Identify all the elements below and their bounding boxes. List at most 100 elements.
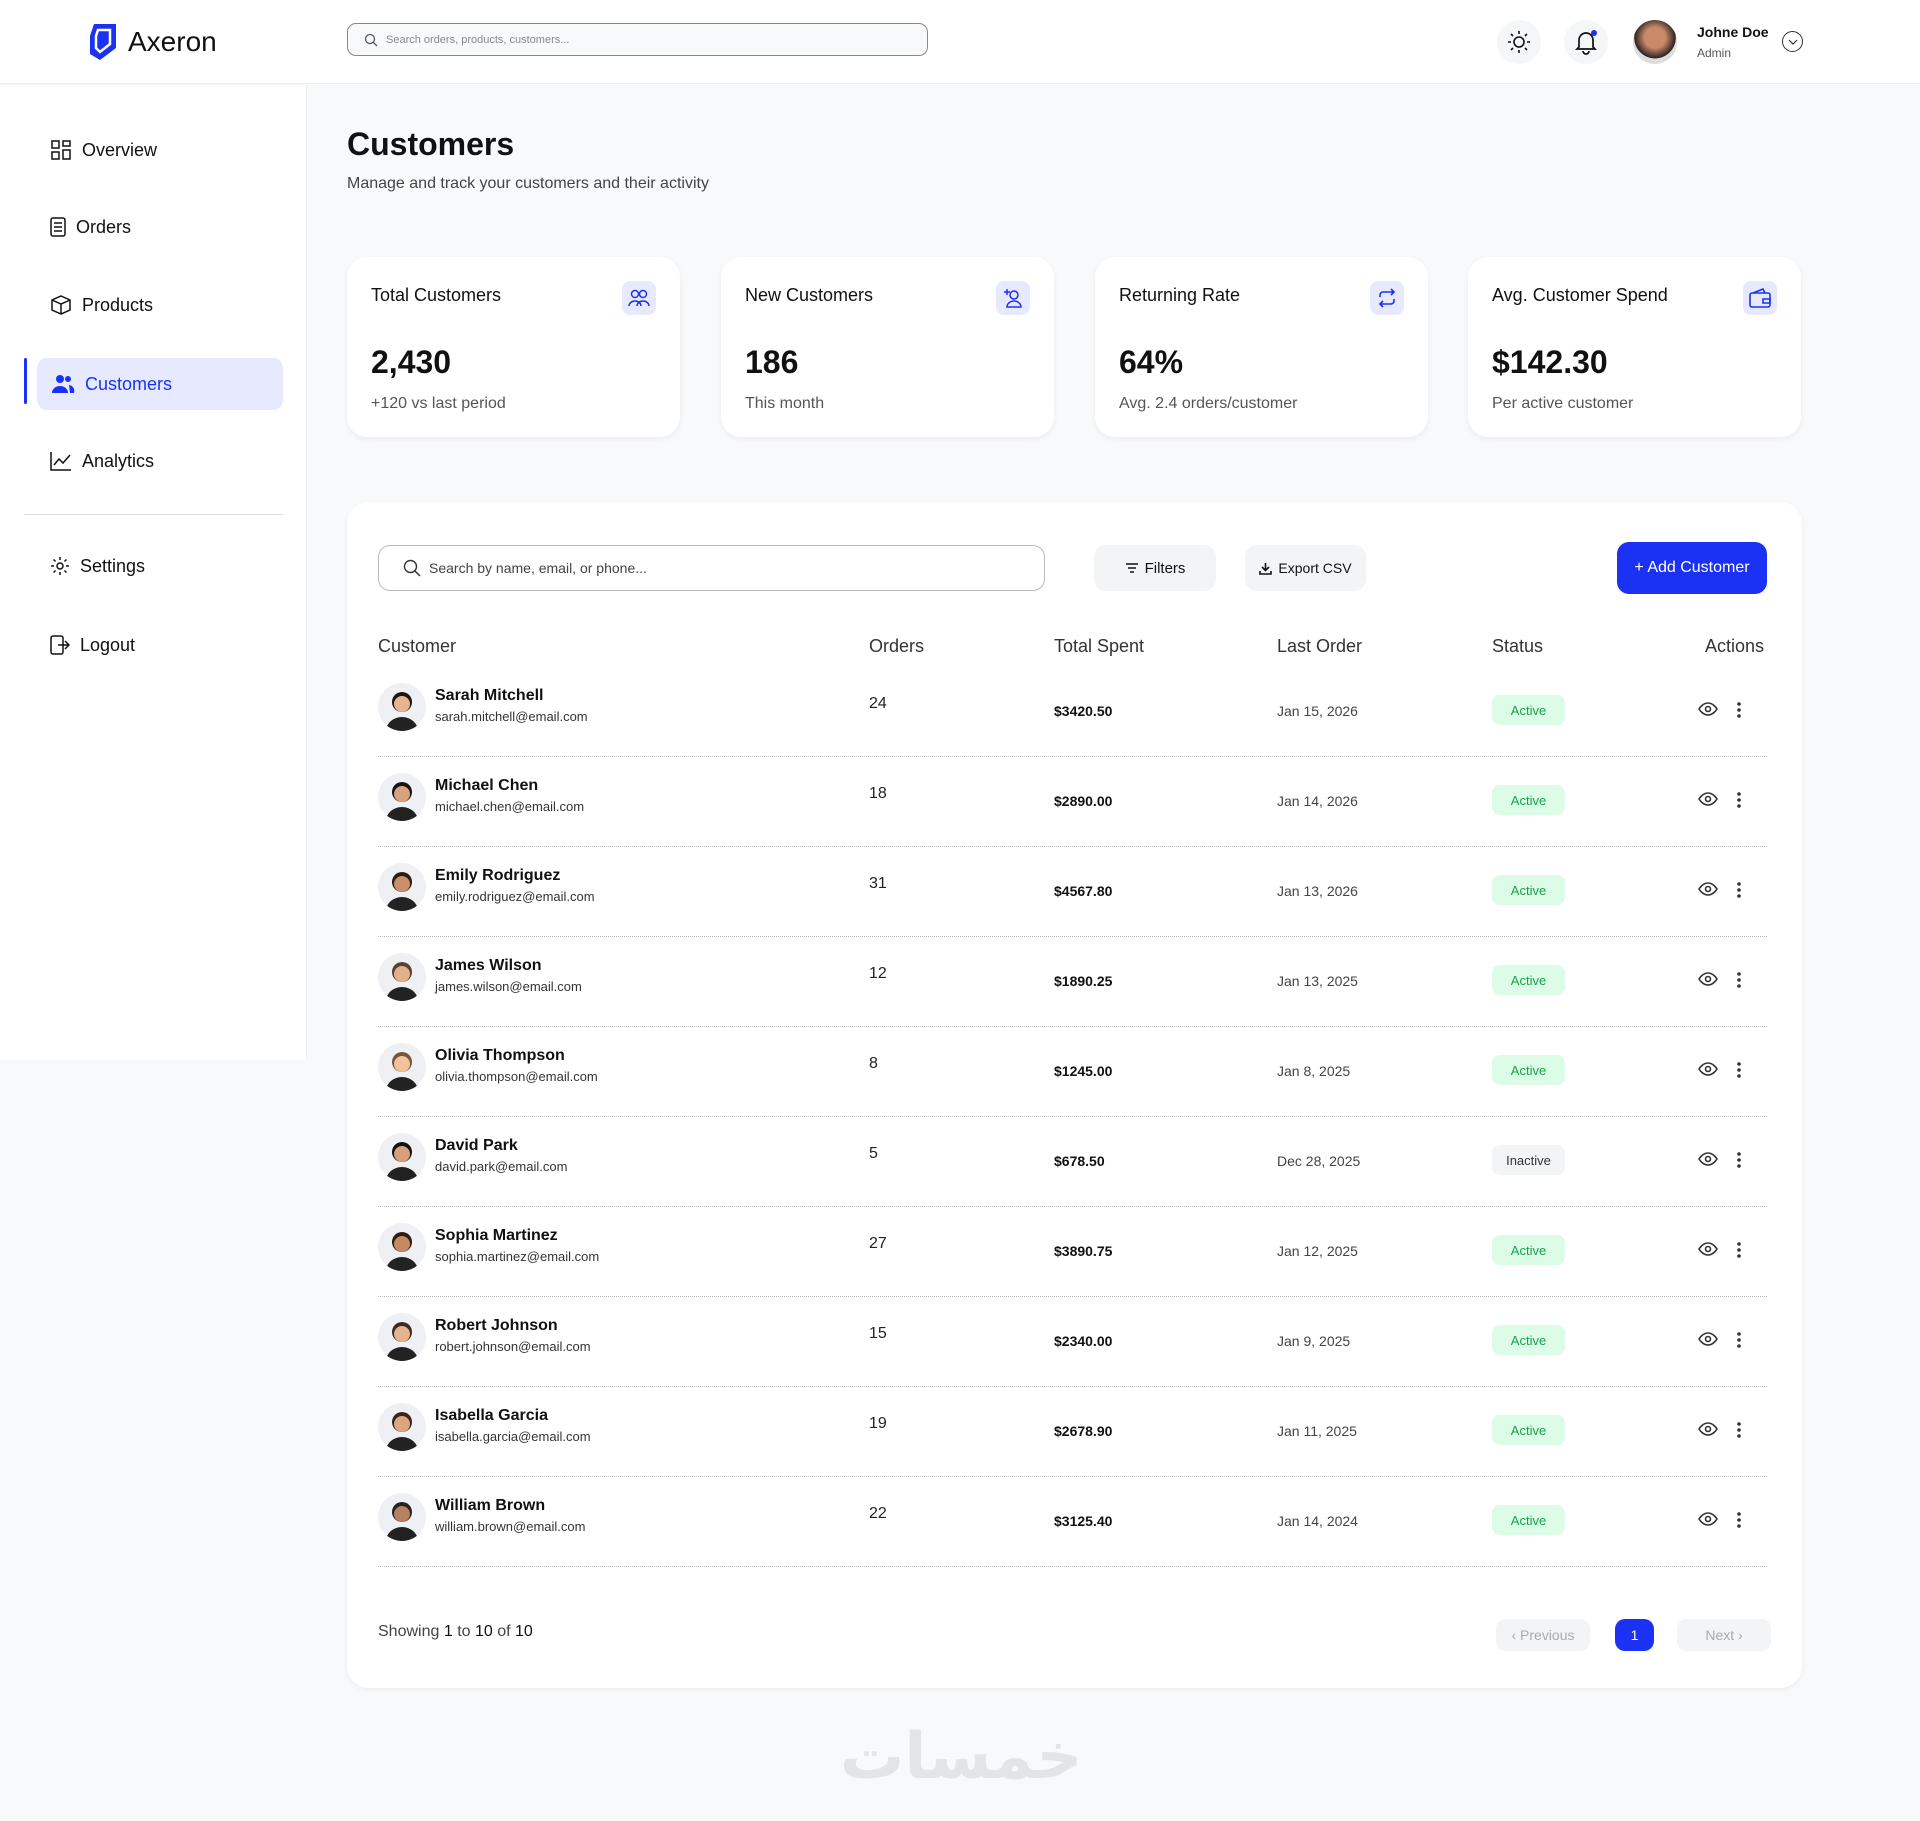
sidebar-item-settings[interactable]: Settings (50, 546, 145, 586)
customer-name[interactable]: Michael Chen (435, 777, 539, 794)
table-row[interactable]: William Brown william.brown@email.com 22… (378, 1477, 1767, 1567)
box-icon (51, 295, 71, 315)
theme-toggle-button[interactable] (1497, 20, 1541, 64)
customer-name[interactable]: Emily Rodriguez (435, 867, 561, 884)
more-options-icon[interactable] (1736, 1511, 1742, 1529)
eye-icon[interactable] (1698, 1511, 1718, 1527)
nav-label: Logout (80, 634, 136, 655)
customer-name[interactable]: William Brown (435, 1497, 546, 1514)
more-options-icon[interactable] (1736, 1241, 1742, 1259)
nav-label: Analytics (82, 450, 155, 471)
table-row[interactable]: James Wilson james.wilson@email.com 12 $… (378, 937, 1767, 1027)
status-badge: Active (1492, 1415, 1565, 1445)
table-row[interactable]: Robert Johnson robert.johnson@email.com … (378, 1297, 1767, 1387)
filters-label: Filters (1144, 559, 1186, 577)
customer-avatar (378, 1313, 426, 1361)
sidebar: Overview Orders Products Customers Analy… (0, 85, 307, 1060)
stat-value: $142.30 (1492, 344, 1608, 380)
column-header-status[interactable]: Status (1492, 636, 1544, 656)
app-name: Axeron (128, 26, 217, 57)
eye-icon[interactable] (1698, 1421, 1718, 1437)
customer-name[interactable]: Olivia Thompson (435, 1047, 565, 1064)
table-row[interactable]: Emily Rodriguez emily.rodriguez@email.co… (378, 847, 1767, 937)
previous-page-button[interactable]: ‹ Previous (1496, 1619, 1590, 1651)
stat-card-total-customers: Total Customers 2,430 +120 vs last perio… (347, 257, 680, 437)
user-menu-chevron-icon[interactable] (1782, 31, 1803, 52)
customer-name[interactable]: Sarah Mitchell (435, 687, 544, 704)
sidebar-item-logout[interactable]: Logout (50, 625, 135, 665)
total-spent: $2678.90 (1054, 1423, 1113, 1439)
eye-icon[interactable] (1698, 881, 1718, 897)
page-1-button[interactable]: 1 (1615, 1619, 1654, 1651)
eye-icon[interactable] (1698, 791, 1718, 807)
grid-icon (51, 140, 71, 160)
total-spent: $1245.00 (1054, 1063, 1113, 1079)
last-order-date: Jan 14, 2024 (1277, 1513, 1358, 1529)
column-header-total-spent[interactable]: Total Spent (1054, 636, 1145, 656)
customer-email: olivia.thompson@email.com (435, 1069, 598, 1084)
orders-count: 8 (869, 1055, 878, 1072)
more-options-icon[interactable] (1736, 1061, 1742, 1079)
sidebar-item-products[interactable]: Products (50, 285, 153, 325)
customer-name[interactable]: Robert Johnson (435, 1317, 558, 1334)
user-avatar[interactable] (1633, 20, 1677, 64)
sidebar-item-overview[interactable]: Overview (50, 130, 157, 170)
column-header-customer[interactable]: Customer (378, 636, 457, 656)
stat-title: New Customers (745, 285, 874, 305)
logo[interactable]: Axeron (86, 22, 217, 62)
more-options-icon[interactable] (1736, 1421, 1742, 1439)
more-options-icon[interactable] (1736, 701, 1742, 719)
filters-button[interactable]: Filters (1094, 545, 1216, 591)
eye-icon[interactable] (1698, 971, 1718, 987)
customer-name[interactable]: David Park (435, 1137, 518, 1154)
eye-icon[interactable] (1698, 1061, 1718, 1077)
notifications-button[interactable] (1564, 20, 1608, 64)
more-options-icon[interactable] (1736, 791, 1742, 809)
more-options-icon[interactable] (1736, 1151, 1742, 1169)
orders-count: 31 (869, 875, 887, 892)
eye-icon[interactable] (1698, 1331, 1718, 1347)
table-row[interactable]: Sophia Martinez sophia.martinez@email.co… (378, 1207, 1767, 1297)
export-label: Export CSV (1278, 560, 1352, 576)
eye-icon[interactable] (1698, 1241, 1718, 1257)
export-csv-button[interactable]: Export CSV (1245, 545, 1366, 591)
column-header-last-order[interactable]: Last Order (1277, 636, 1363, 656)
repeat-icon (1370, 281, 1404, 315)
total-spent: $3125.40 (1054, 1513, 1113, 1529)
table-row[interactable]: Olivia Thompson olivia.thompson@email.co… (378, 1027, 1767, 1117)
sidebar-item-orders[interactable]: Orders (50, 207, 131, 247)
customer-name[interactable]: James Wilson (435, 957, 542, 974)
more-options-icon[interactable] (1736, 881, 1742, 899)
customer-email: sophia.martinez@email.com (435, 1249, 600, 1264)
stat-value: 64% (1119, 344, 1184, 380)
nav-label: Overview (82, 139, 158, 160)
table-row[interactable]: Sarah Mitchell sarah.mitchell@email.com … (378, 667, 1767, 757)
customer-avatar (378, 953, 426, 1001)
nav-label: Products (82, 294, 154, 315)
global-search-input[interactable]: Search orders, products, customers... (347, 23, 928, 56)
more-options-icon[interactable] (1736, 1331, 1742, 1349)
watermark: خمسات (840, 1720, 1083, 1794)
eye-icon[interactable] (1698, 701, 1718, 717)
eye-icon[interactable] (1698, 1151, 1718, 1167)
orders-count: 5 (869, 1145, 878, 1162)
table-row[interactable]: Isabella Garcia isabella.garcia@email.co… (378, 1387, 1767, 1477)
wallet-icon (1743, 281, 1777, 315)
summary-total: 10 (515, 1623, 533, 1640)
status-badge: Active (1492, 695, 1565, 725)
stat-title: Returning Rate (1119, 285, 1241, 305)
sidebar-item-analytics[interactable]: Analytics (50, 441, 154, 481)
add-customer-button[interactable]: + Add Customer (1617, 542, 1767, 594)
customer-name[interactable]: Isabella Garcia (435, 1407, 548, 1424)
customer-name[interactable]: Sophia Martinez (435, 1227, 558, 1244)
next-page-button[interactable]: Next › (1677, 1619, 1771, 1651)
active-nav-indicator (24, 358, 27, 404)
table-row[interactable]: David Park david.park@email.com 5 $678.5… (378, 1117, 1767, 1207)
sidebar-item-customers[interactable]: Customers (37, 358, 283, 410)
table-row[interactable]: Michael Chen michael.chen@email.com 18 $… (378, 757, 1767, 847)
more-options-icon[interactable] (1736, 971, 1742, 989)
column-header-orders[interactable]: Orders (869, 636, 925, 656)
customer-search-input[interactable]: Search by name, email, or phone... (378, 545, 1045, 591)
customers-table-panel: Search by name, email, or phone... Filte… (347, 502, 1802, 1688)
nav-label: Customers (85, 373, 173, 394)
